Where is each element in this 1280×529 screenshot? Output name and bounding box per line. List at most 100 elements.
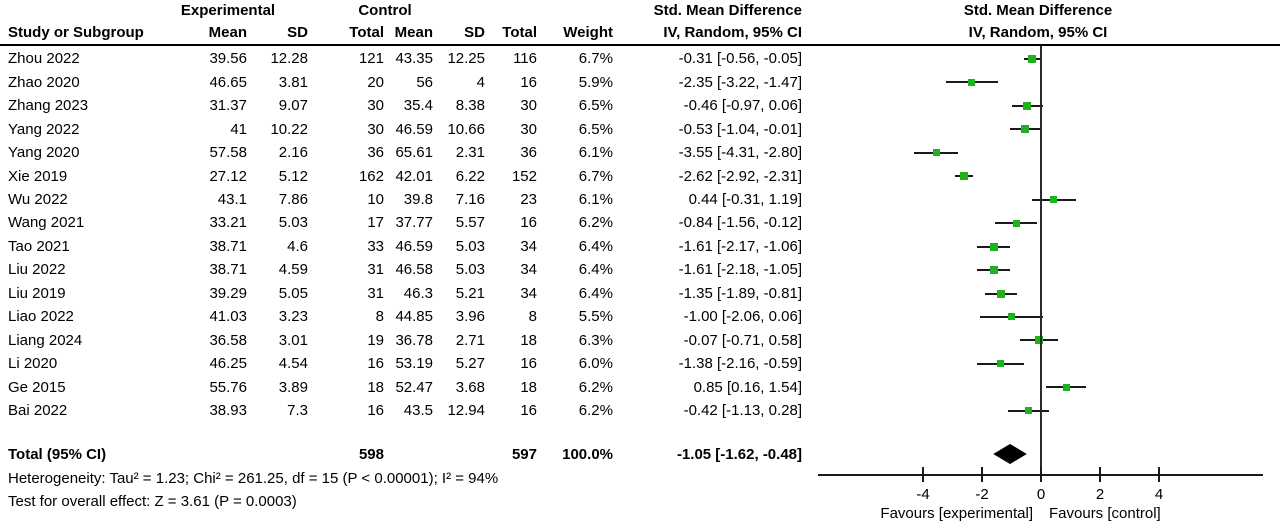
x-axis-tick	[1040, 467, 1042, 482]
ci-text-cell: -0.31 [-0.56, -0.05]	[678, 50, 802, 68]
sd-ctrl-cell: 7.16	[455, 191, 485, 208]
sd-exp-cell: 7.3	[287, 402, 308, 420]
weight-cell: 6.2%	[578, 378, 613, 396]
ci-text-cell: -2.62 [-2.92, -2.31]	[678, 167, 802, 185]
total-exp-n: 598	[358, 446, 384, 463]
ci-text-cell: 0.44 [-0.31, 1.19]	[688, 191, 802, 208]
total-ctrl-cell: 34	[520, 284, 537, 302]
effect-square	[1025, 407, 1033, 415]
weight-cell: 6.4%	[578, 237, 613, 255]
sd-exp-cell: 3.89	[278, 378, 308, 396]
mean-exp-cell: 36.58	[209, 331, 247, 349]
mean-ctrl-cell: 42.01	[395, 167, 433, 185]
study-label: Wang 2021	[8, 214, 85, 232]
study-label: Liang 2024	[8, 331, 83, 349]
mean-exp-cell: 43.1	[217, 191, 247, 208]
sd-ctrl-column-header: SD	[464, 24, 485, 41]
mean-exp-cell: 39.29	[209, 284, 247, 302]
sd-ctrl-cell: 3.96	[455, 308, 485, 326]
ci-text-cell: -0.42 [-1.13, 0.28]	[683, 402, 802, 420]
ci-plot-column-header: IV, Random, 95% CI	[968, 24, 1108, 41]
total-ctrl-cell: 16	[520, 355, 537, 373]
weight-cell: 6.7%	[578, 50, 613, 68]
total-exp-cell: 18	[367, 378, 384, 396]
sd-ctrl-cell: 5.27	[455, 355, 485, 373]
mean-ctrl-cell: 56	[416, 73, 433, 91]
mean-ctrl-cell: 35.4	[403, 97, 433, 115]
sd-ctrl-cell: 5.03	[455, 261, 485, 279]
sd-exp-cell: 10.22	[270, 120, 308, 138]
total-ctrl-cell: 18	[520, 331, 537, 349]
effect-square	[1034, 336, 1043, 345]
favours-control-label: Favours [control]	[1049, 505, 1161, 522]
x-axis-tick-label: -4	[916, 486, 930, 503]
sd-exp-cell: 5.12	[278, 167, 308, 185]
effect-square	[968, 78, 976, 86]
study-label: Xie 2019	[8, 167, 68, 185]
effect-square	[1027, 55, 1036, 64]
total-weight: 100.0%	[562, 446, 613, 463]
mean-exp-cell: 38.71	[209, 261, 247, 279]
total-exp-cell: 36	[367, 144, 384, 162]
sd-exp-cell: 3.23	[278, 308, 308, 326]
sd-exp-cell: 5.05	[278, 284, 308, 302]
mean-exp-cell: 55.76	[209, 378, 247, 396]
smd-plot-column-title: Std. Mean Difference	[963, 2, 1113, 19]
study-label: Yang 2022	[8, 120, 80, 138]
mean-ctrl-cell: 39.8	[403, 191, 433, 208]
total-exp-cell: 8	[375, 308, 384, 326]
zero-reference-line	[1040, 46, 1042, 476]
x-axis-tick	[922, 467, 924, 482]
mean-ctrl-cell: 46.59	[395, 237, 433, 255]
sd-exp-cell: 2.16	[278, 144, 308, 162]
total-ctrl-cell: 18	[520, 378, 537, 396]
ci-text-cell: -1.61 [-2.17, -1.06]	[678, 237, 802, 255]
favours-experimental-label: Favours [experimental]	[880, 505, 1033, 522]
sd-ctrl-cell: 8.38	[455, 97, 485, 115]
mean-exp-cell: 46.25	[209, 355, 247, 373]
sd-exp-column-header: SD	[287, 24, 308, 41]
ci-text-cell: -0.53 [-1.04, -0.01]	[678, 120, 802, 138]
total-exp-cell: 30	[367, 97, 384, 115]
total-ctrl-cell: 34	[520, 261, 537, 279]
total-ctrl-cell: 16	[520, 73, 537, 91]
weight-cell: 6.4%	[578, 284, 613, 302]
effect-square	[1021, 125, 1030, 134]
total-exp-cell: 16	[367, 402, 384, 420]
mean-exp-column-header: Mean	[208, 24, 247, 41]
mean-ctrl-cell: 44.85	[395, 308, 433, 326]
study-label: Ge 2015	[8, 378, 66, 396]
mean-ctrl-cell: 46.3	[403, 284, 433, 302]
x-axis-tick	[1158, 467, 1160, 482]
sd-ctrl-cell: 4	[476, 73, 485, 91]
heterogeneity-stats: Heterogeneity: Tau² = 1.23; Chi² = 261.2…	[8, 470, 499, 487]
mean-exp-cell: 31.37	[209, 97, 247, 115]
weight-column-header: Weight	[563, 24, 613, 41]
x-axis-tick	[981, 467, 983, 482]
total-exp-cell: 31	[367, 261, 384, 279]
effect-square	[959, 172, 968, 181]
effect-square	[997, 289, 1006, 298]
effect-square	[1050, 196, 1058, 204]
weight-cell: 6.3%	[578, 331, 613, 349]
weight-cell: 6.7%	[578, 167, 613, 185]
mean-exp-cell: 39.56	[209, 50, 247, 68]
ci-text-cell: -1.35 [-1.89, -0.81]	[678, 284, 802, 302]
weight-cell: 6.5%	[578, 97, 613, 115]
total-ctrl-cell: 23	[520, 191, 537, 208]
ci-text-cell: -0.07 [-0.71, 0.58]	[683, 331, 802, 349]
effect-square	[1012, 219, 1020, 227]
study-label: Liao 2022	[8, 308, 74, 326]
effect-square	[1062, 383, 1070, 391]
total-exp-cell: 30	[367, 120, 384, 138]
sd-exp-cell: 5.03	[278, 214, 308, 232]
sd-exp-cell: 9.07	[278, 97, 308, 115]
sd-exp-cell: 3.01	[278, 331, 308, 349]
mean-exp-cell: 41.03	[209, 308, 247, 326]
sd-ctrl-cell: 2.71	[455, 331, 485, 349]
effect-square	[989, 242, 998, 251]
sd-ctrl-cell: 6.22	[455, 167, 485, 185]
mean-ctrl-column-header: Mean	[394, 24, 433, 41]
control-group-header: Control	[358, 2, 412, 19]
total-exp-cell: 162	[358, 167, 384, 185]
